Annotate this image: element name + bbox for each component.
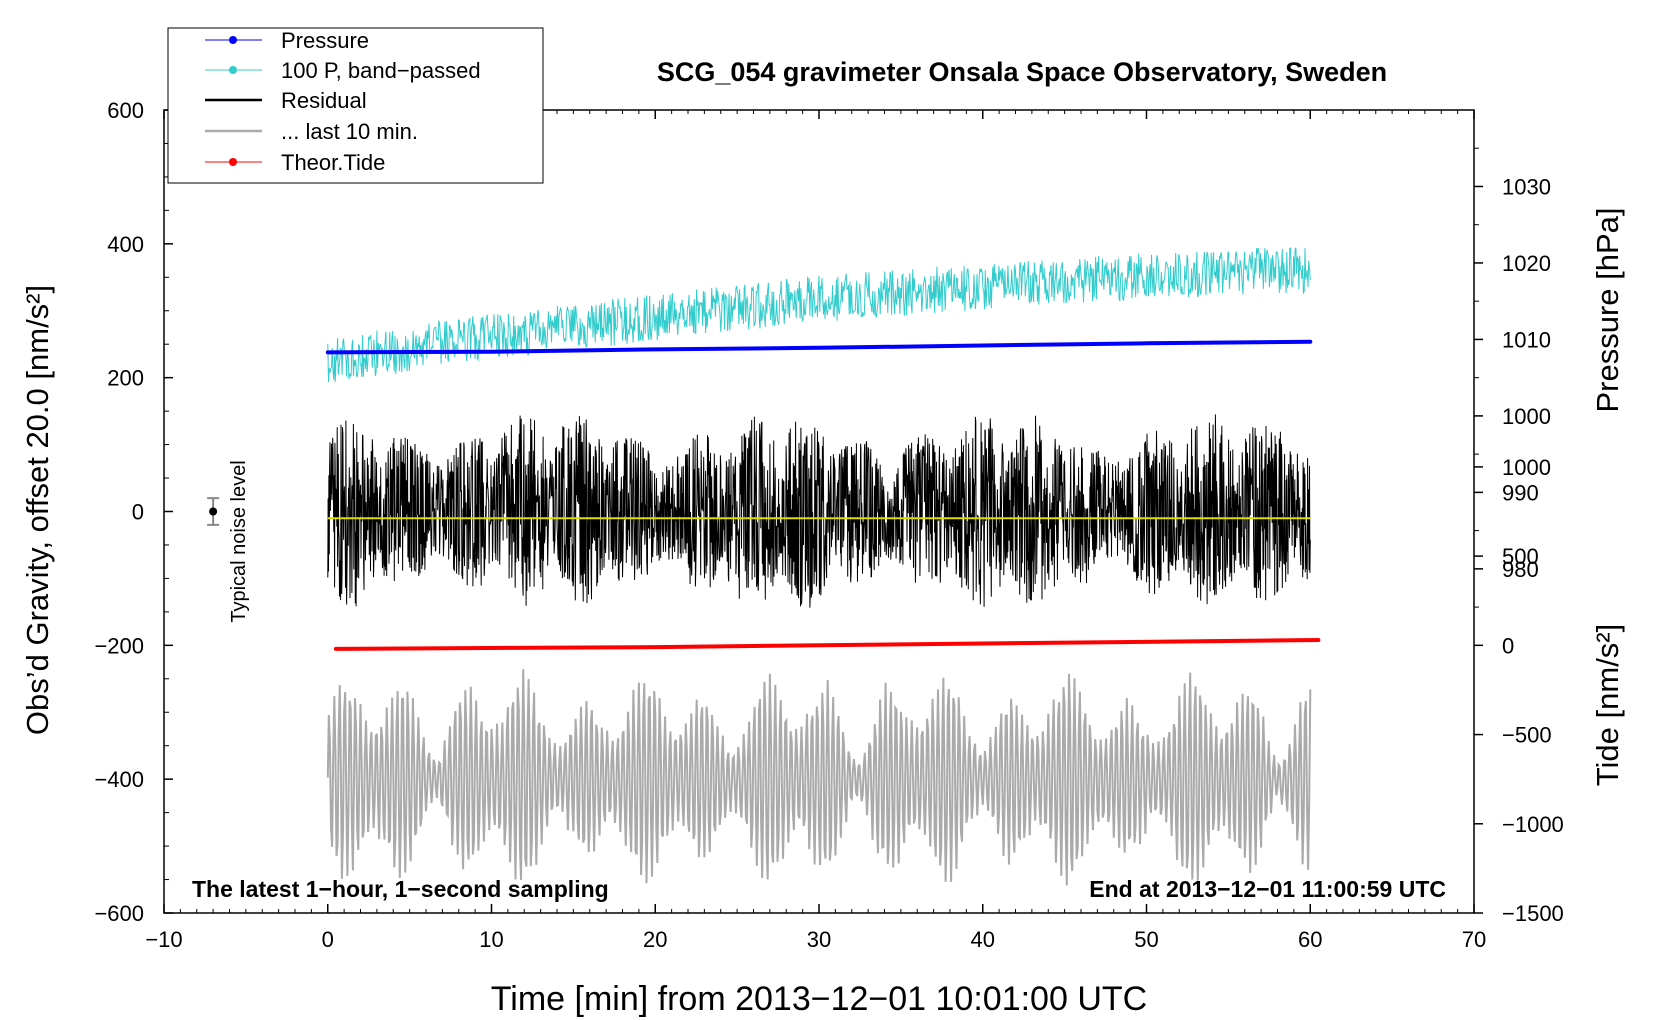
series-last10-line	[326, 669, 1312, 886]
plot-layer	[325, 247, 1321, 886]
pressure-tick-label: 1000	[1502, 404, 1551, 429]
legend-label-last10: ... last 10 min.	[281, 119, 418, 144]
legend-marker	[229, 66, 237, 74]
pressure-tick-label: 1020	[1502, 251, 1551, 276]
legend-label-pressure: Pressure	[281, 28, 369, 53]
x-tick-label: 70	[1462, 927, 1486, 952]
pressure-tick-label: 990	[1502, 480, 1539, 505]
legend-box	[167, 27, 544, 184]
pressure-tick-label: 1030	[1502, 174, 1551, 199]
legend-entry-residual: Residual	[205, 88, 367, 113]
x-tick-label: 30	[807, 927, 831, 952]
tide-tick-label: 500	[1502, 544, 1539, 569]
x-tick-label: 50	[1134, 927, 1158, 952]
annotation-latest-hour: The latest 1−hour, 1−second sampling	[192, 876, 609, 902]
x-tick-label: −10	[145, 927, 182, 952]
chart-title: SCG_054 gravimeter Onsala Space Observat…	[657, 57, 1387, 87]
legend-label-tide: Theor.Tide	[281, 150, 385, 175]
legend-entry-pressure: Pressure	[205, 28, 369, 53]
tide-tick-label: −1000	[1502, 812, 1564, 837]
noise-point	[209, 507, 218, 516]
y-axis-label-tide: Tide [nm/s²]	[1590, 624, 1625, 787]
left-tick-label: 0	[132, 500, 144, 525]
series-residual-line	[327, 414, 1311, 608]
legend-entry-last10: ... last 10 min.	[205, 119, 418, 144]
noise-level-marker: Typical noise level	[207, 460, 250, 623]
x-tick-label: 10	[479, 927, 503, 952]
left-tick-label: −400	[94, 767, 144, 792]
legend-label-bandpassed: 100 P, band−passed	[281, 58, 481, 83]
ticks-layer: −10 0 10 20 30 40 50 60 706004002000−200−400−600…	[94, 98, 1563, 952]
x-tick-label: 60	[1298, 927, 1322, 952]
left-tick-label: −600	[94, 901, 144, 926]
legend-marker	[229, 158, 237, 166]
noise-level-label: Typical noise level	[228, 460, 250, 622]
x-axis-label: Time [min] from 2013−12−01 10:01:00 UTC	[491, 980, 1147, 1018]
tide-tick-label: −500	[1502, 723, 1552, 748]
left-tick-label: 400	[107, 232, 144, 257]
pressure-tick-label: 980	[1502, 557, 1539, 582]
tide-tick-label: −1500	[1502, 901, 1564, 926]
annotation-end-time: End at 2013−12−01 11:00:59 UTC	[1089, 876, 1446, 902]
tide-tick-label: 1000	[1502, 455, 1551, 480]
series-bandpassed-line	[327, 247, 1311, 382]
legend-entry-bandpassed: 100 P, band−passed	[205, 58, 481, 83]
left-tick-label: −200	[94, 633, 144, 658]
legend-marker	[229, 36, 237, 44]
series-pressure-line	[325, 339, 1313, 355]
left-tick-label: 600	[107, 98, 144, 123]
legend-entry-tide: Theor.Tide	[205, 150, 385, 175]
y-axis-label-pressure: Pressure [hPa]	[1590, 207, 1625, 412]
tide-tick-label: 0	[1502, 633, 1514, 658]
x-tick-label: 20	[643, 927, 667, 952]
left-tick-label: 200	[107, 366, 144, 391]
y-axis-label-left: Obs’d Gravity, offset 20.0 [nm/s²]	[20, 285, 55, 735]
series-tide-line	[333, 638, 1321, 651]
legend: Pressure 100 P, band−passed Residual ...…	[167, 27, 544, 184]
x-tick-label: 0	[322, 927, 334, 952]
legend-label-residual: Residual	[281, 88, 367, 113]
x-tick-label: 40	[971, 927, 995, 952]
pressure-tick-label: 1010	[1502, 327, 1551, 352]
